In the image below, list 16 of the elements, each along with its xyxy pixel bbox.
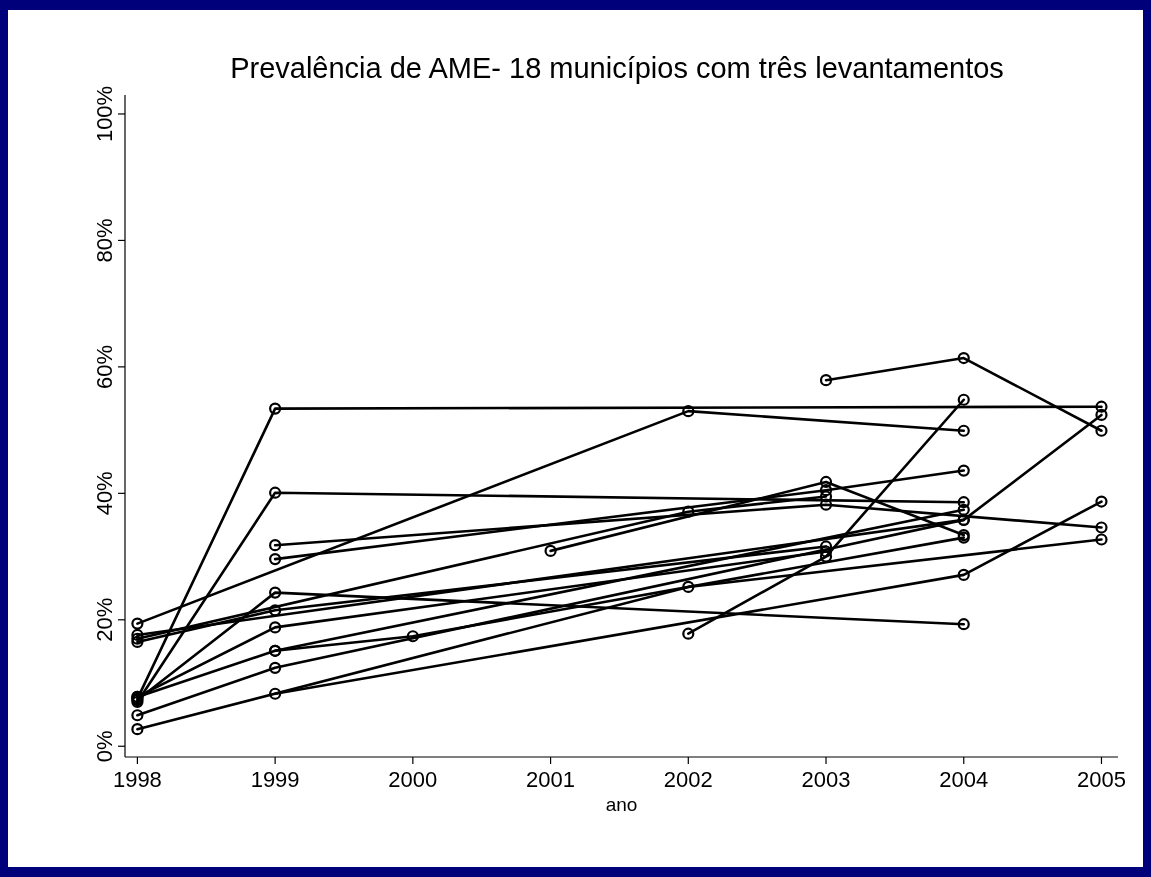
- x-axis-title: ano: [605, 794, 638, 815]
- x-tick-label: 2001: [526, 767, 576, 792]
- y-tick-label: 100%: [92, 85, 117, 143]
- y-tick-label: 60%: [92, 344, 117, 389]
- x-tick-label: 2005: [1077, 767, 1126, 792]
- x-tick-label: 1999: [250, 767, 300, 792]
- y-tick-label: 20%: [92, 597, 117, 642]
- y-tick-label: 40%: [92, 471, 117, 516]
- x-tick-label: 2000: [388, 767, 438, 792]
- chart-title: Prevalência de AME- 18 municípios com três levantamentos: [230, 52, 1004, 84]
- x-tick-label: 2004: [939, 767, 989, 792]
- y-tick-label: 80%: [92, 218, 117, 263]
- x-tick-label: 2002: [663, 767, 713, 792]
- x-tick-label: 1998: [112, 767, 162, 792]
- y-tick-label: 0%: [92, 730, 117, 763]
- x-tick-label: 2003: [801, 767, 851, 792]
